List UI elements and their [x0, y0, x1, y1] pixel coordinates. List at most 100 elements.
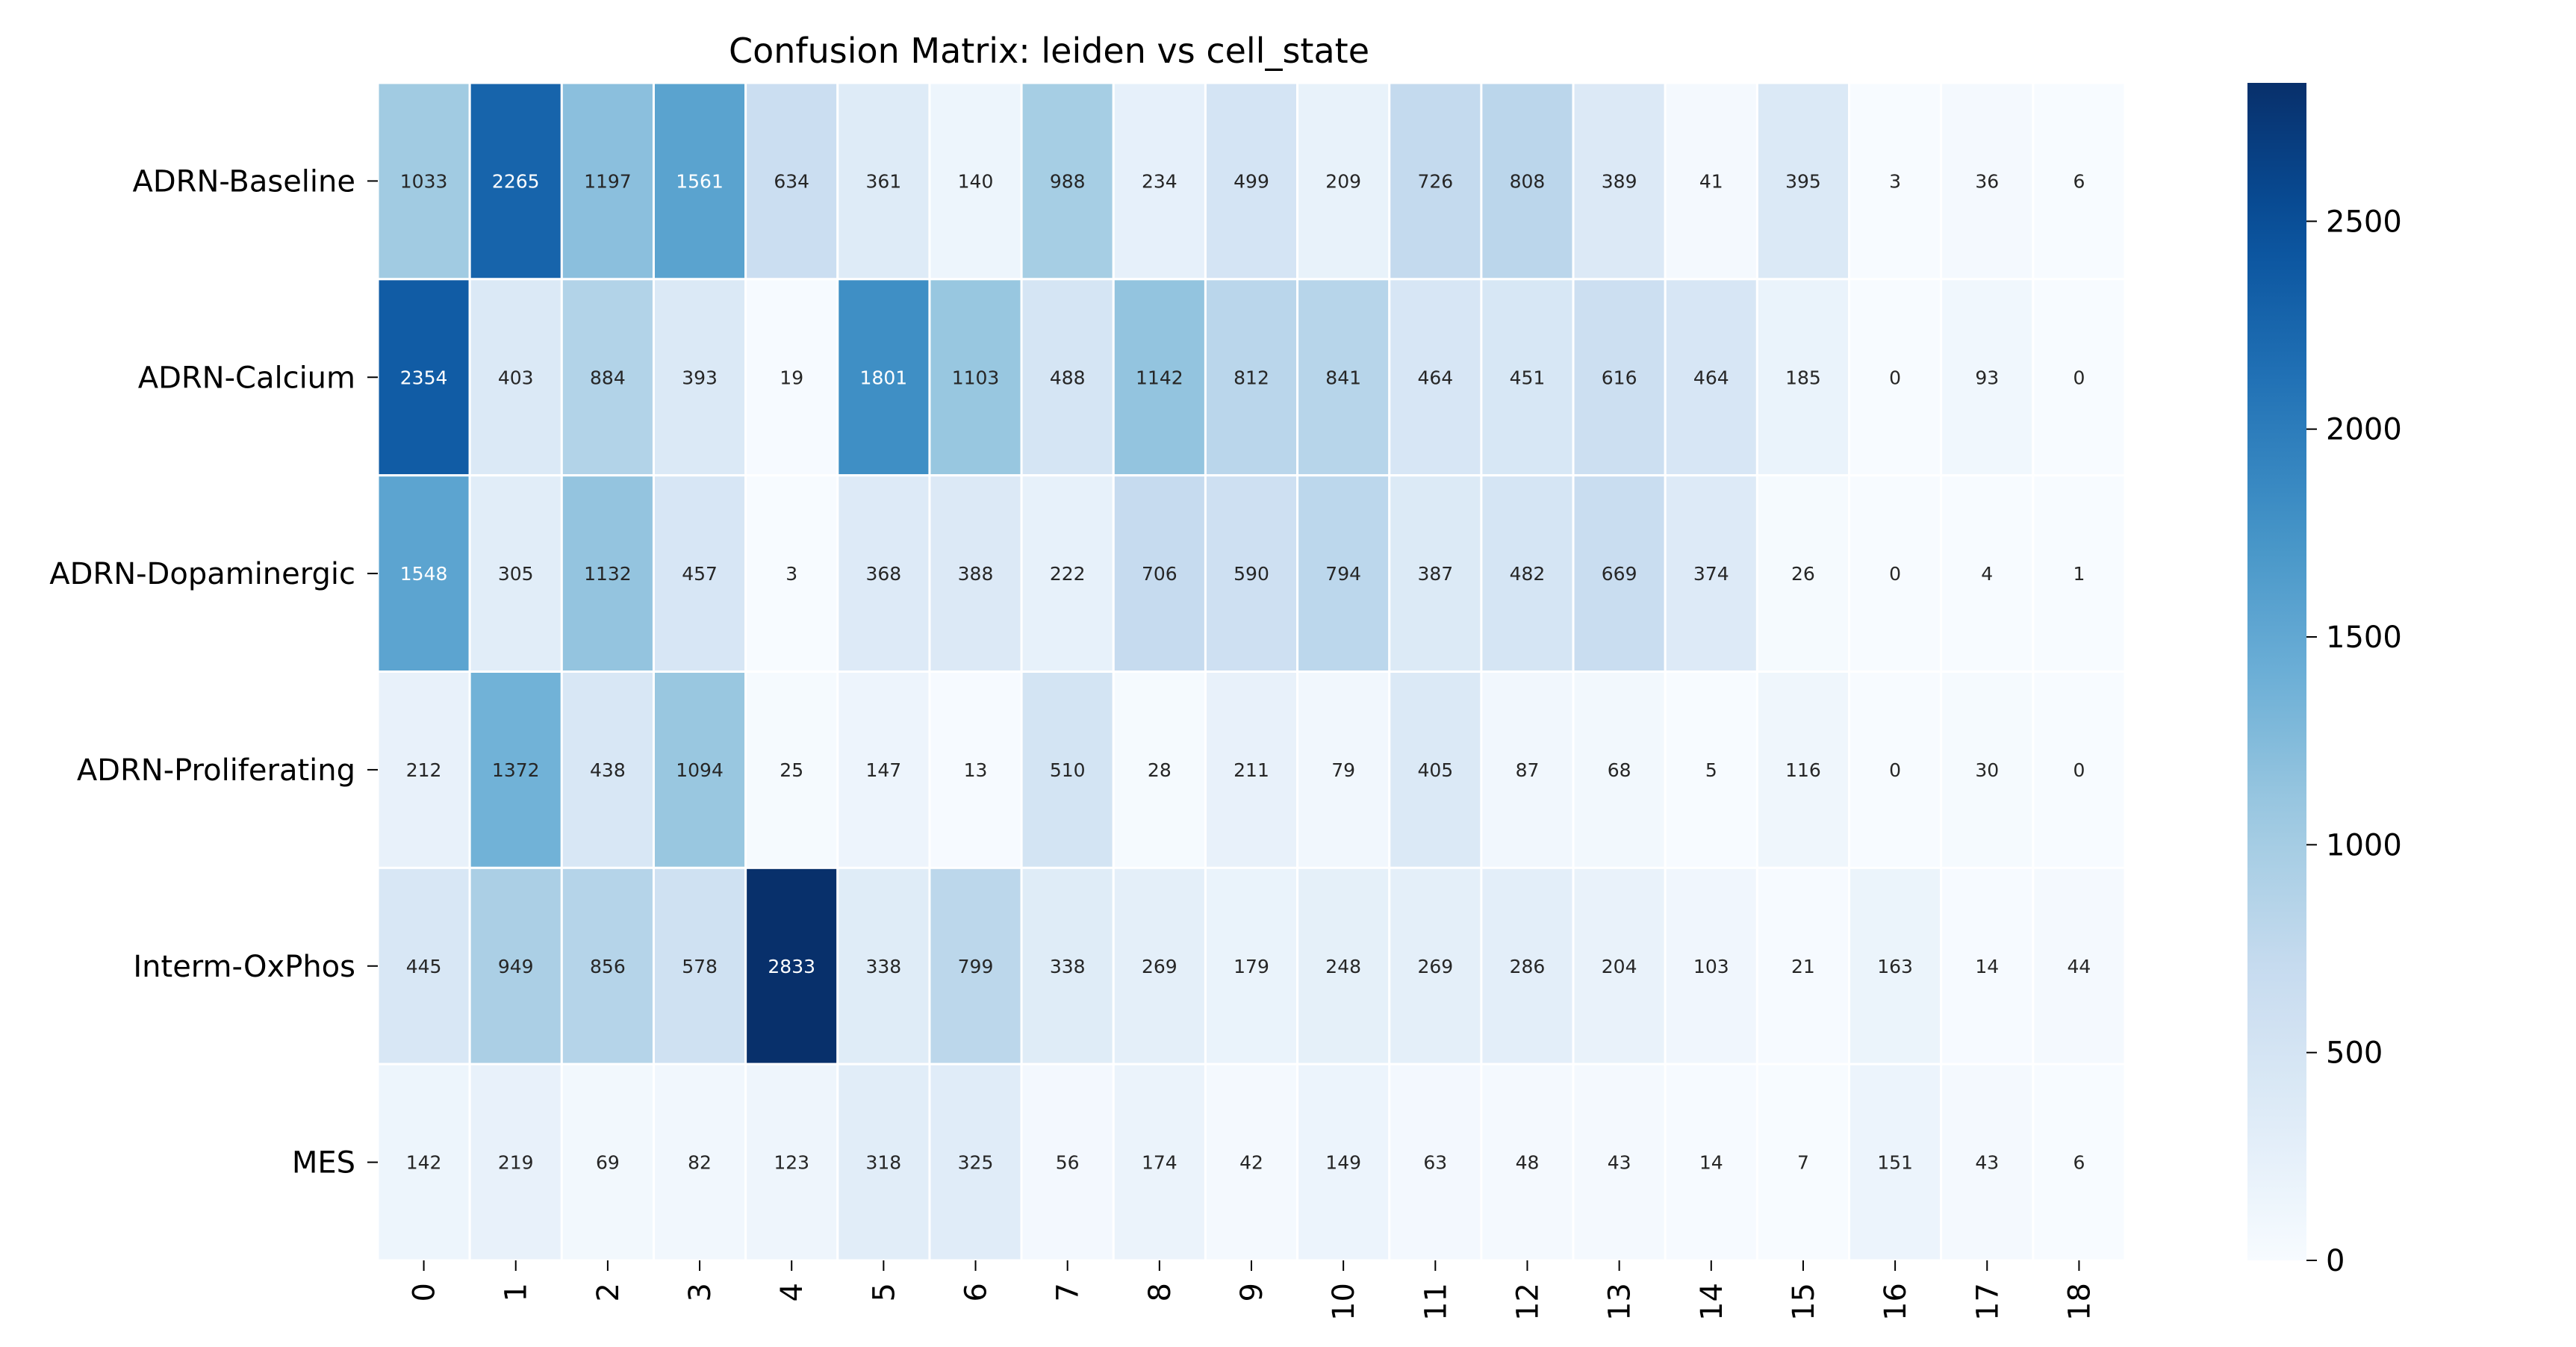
cell-value-label: 368 [866, 563, 902, 585]
cell-value-label: 209 [1325, 170, 1361, 192]
cell-value-label: 14 [1699, 1152, 1723, 1174]
cell-value-label: 69 [596, 1152, 620, 1174]
cell-value-label: 25 [780, 759, 803, 781]
x-tick-label: 2 [591, 1283, 626, 1301]
heatmap-cell [1755, 81, 1851, 281]
cell-value-label: 403 [498, 367, 534, 388]
x-tick-label: 3 [683, 1283, 718, 1301]
cell-value-label: 0 [1889, 759, 1901, 781]
cell-value-label: 361 [866, 170, 902, 192]
cell-value-label: 28 [1148, 759, 1172, 781]
heatmap-cell [560, 671, 655, 869]
cell-value-label: 211 [1233, 759, 1269, 781]
heatmap-cell [468, 866, 563, 1066]
x-tick-label: 17 [1970, 1283, 2005, 1321]
cell-value-label: 43 [1608, 1152, 1631, 1174]
cell-value-label: 388 [958, 563, 994, 585]
cell-value-label: 147 [866, 759, 902, 781]
heatmap-cell [1480, 866, 1575, 1066]
chart-title: Confusion Matrix: leiden vs cell_state [729, 31, 1369, 71]
heatmap-cell [1204, 278, 1299, 477]
x-tick-label: 18 [2062, 1283, 2097, 1321]
cell-value-label: 0 [1889, 563, 1901, 585]
cell-value-label: 7 [1797, 1152, 1809, 1174]
cell-value-label: 3 [785, 563, 797, 585]
cell-value-label: 616 [1602, 367, 1637, 388]
heatmap-cell [836, 278, 931, 477]
cell-value-label: 87 [1516, 759, 1540, 781]
heatmap-cells: 1033 2265 1197 1561 634 361 140 988 234 499 209 726… [376, 81, 2127, 1262]
cell-value-label: 706 [1142, 563, 1177, 585]
colorbar-tick-label: 1500 [2326, 620, 2402, 655]
cell-value-label: 6 [2073, 1152, 2085, 1174]
x-tick-label: 16 [1879, 1283, 1913, 1321]
cell-value-label: 499 [1233, 170, 1269, 192]
colorbar-tick-label: 0 [2326, 1244, 2345, 1278]
heatmap-cell [1664, 866, 1758, 1066]
cell-value-label: 2833 [768, 956, 815, 977]
cell-value-label: 1103 [952, 367, 1000, 388]
heatmap-cell [1664, 671, 1758, 869]
colorbar-tick-label: 1000 [2326, 828, 2402, 862]
cell-value-label: 42 [1239, 1152, 1263, 1174]
x-tick-label: 8 [1143, 1283, 1177, 1301]
x-tick-label: 7 [1051, 1283, 1086, 1301]
heatmap-cell [744, 1063, 839, 1262]
cell-value-label: 2265 [492, 170, 540, 192]
heatmap-cell [1940, 866, 2035, 1066]
y-tick-label: ADRN-Calcium [138, 361, 355, 395]
cell-value-label: 451 [1510, 367, 1546, 388]
heatmap-cell [2032, 1063, 2127, 1262]
cell-value-label: 389 [1602, 170, 1637, 192]
cell-value-label: 41 [1699, 170, 1723, 192]
colorbar-tick-label: 2000 [2326, 413, 2402, 447]
cell-value-label: 179 [1233, 956, 1269, 977]
x-tick-label: 9 [1235, 1283, 1269, 1301]
cell-value-label: 387 [1417, 563, 1453, 585]
cell-value-label: 3 [1889, 170, 1901, 192]
heatmap-cell [1572, 866, 1667, 1066]
cell-value-label: 269 [1142, 956, 1177, 977]
heatmap-cell [1388, 1063, 1483, 1262]
heatmap-cell [1112, 474, 1207, 674]
cell-value-label: 36 [1975, 170, 1999, 192]
cell-value-label: 841 [1325, 367, 1361, 388]
cell-value-label: 669 [1602, 563, 1637, 585]
heatmap-cell [1572, 81, 1667, 281]
heatmap-cell [1848, 474, 1943, 674]
heatmap-cell [1940, 81, 2035, 281]
y-tick-label: Interm-OxPhos [133, 950, 355, 984]
heatmap-cell [1112, 1063, 1207, 1262]
cell-value-label: 338 [866, 956, 902, 977]
y-tick-label: ADRN-Proliferating [77, 753, 355, 788]
cell-value-label: 1033 [400, 170, 448, 192]
heatmap-cell [560, 474, 655, 674]
cell-value-label: 116 [1785, 759, 1821, 781]
cell-value-label: 222 [1050, 563, 1086, 585]
cell-value-label: 123 [774, 1152, 809, 1174]
cell-value-label: 1372 [492, 759, 540, 781]
heatmap-cell [560, 278, 655, 477]
heatmap-cell [928, 474, 1023, 674]
colorbar: 0 500 1000 1500 2000 2500 [2247, 83, 2402, 1278]
heatmap-cell [1020, 474, 1115, 674]
cell-value-label: 884 [590, 367, 626, 388]
heatmap-cell [1204, 81, 1299, 281]
cell-value-label: 219 [498, 1152, 534, 1174]
heatmap-cell [836, 866, 931, 1066]
heatmap-cell [1204, 671, 1299, 869]
cell-value-label: 43 [1975, 1152, 1999, 1174]
heatmap-cell [1388, 474, 1483, 674]
cell-value-label: 0 [2073, 759, 2085, 781]
heatmap-cell [1204, 866, 1299, 1066]
heatmap-cell [1848, 1063, 1943, 1262]
heatmap-cell [1755, 278, 1851, 477]
cell-value-label: 149 [1325, 1152, 1361, 1174]
cell-value-label: 488 [1050, 367, 1086, 388]
cell-value-label: 1132 [584, 563, 632, 585]
cell-value-label: 5 [1705, 759, 1717, 781]
heatmap-cell [1480, 474, 1575, 674]
cell-value-label: 808 [1510, 170, 1546, 192]
cell-value-label: 464 [1693, 367, 1729, 388]
cell-value-label: 634 [774, 170, 809, 192]
